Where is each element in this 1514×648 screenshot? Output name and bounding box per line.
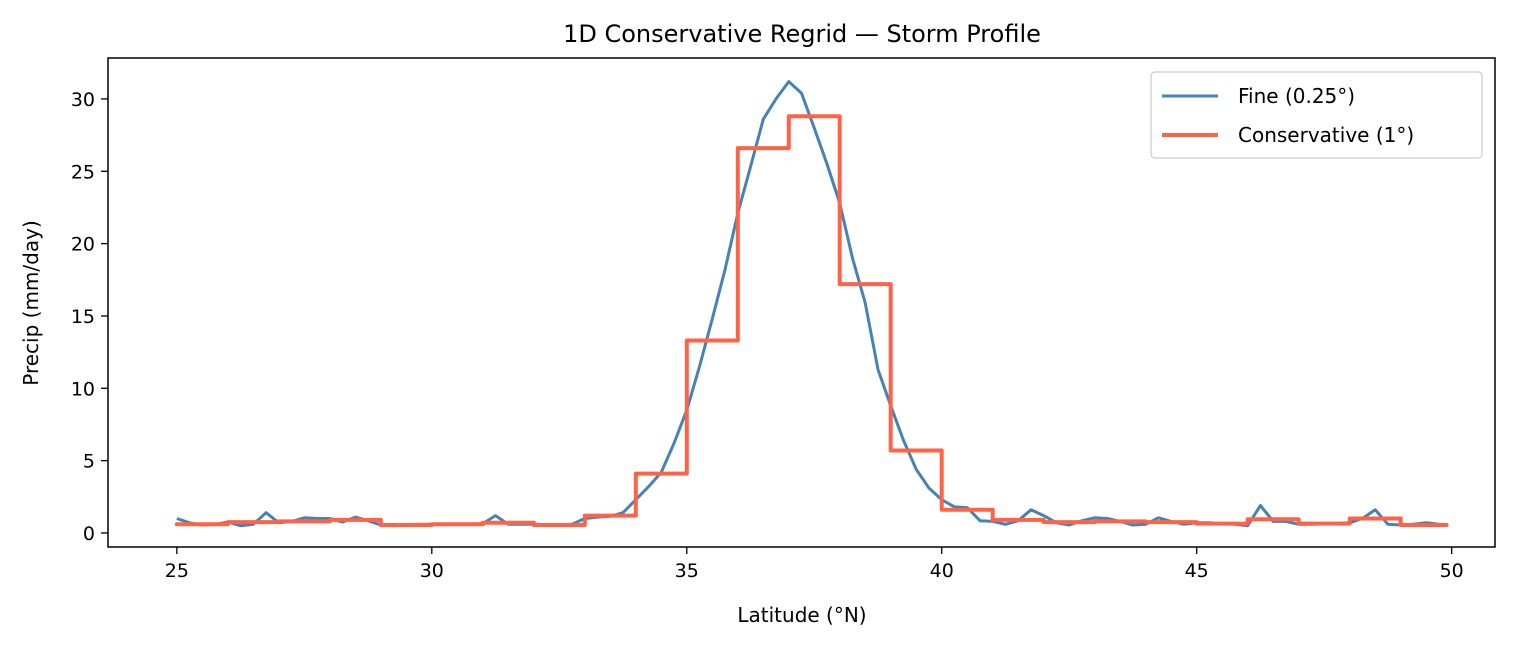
x-tick-label: 40	[930, 560, 954, 582]
plot-area	[174, 80, 1449, 528]
legend-box	[1150, 71, 1483, 159]
y-axis-label: Precip (mm/day)	[19, 220, 43, 386]
legend: Fine (0.25°) Conservative (1°)	[1150, 71, 1483, 159]
x-tick-label: 35	[675, 560, 699, 582]
legend-label-conservative: Conservative (1°)	[1238, 123, 1414, 147]
y-axis: 0 5 10 15 20 25 30	[71, 89, 108, 545]
x-tick-label: 50	[1440, 560, 1464, 582]
y-tick-label: 25	[71, 161, 95, 183]
y-tick-label: 15	[71, 306, 95, 328]
x-axis: 25 30 35 40 45 50	[165, 547, 1464, 582]
y-tick-label: 10	[71, 378, 95, 400]
y-tick-label: 20	[71, 234, 95, 256]
series-conservative-step	[174, 114, 1449, 527]
x-axis-label: Latitude (°N)	[737, 603, 866, 627]
x-tick-label: 45	[1185, 560, 1209, 582]
y-tick-label: 0	[83, 523, 95, 545]
y-tick-label: 5	[83, 451, 95, 473]
axes-frame	[107, 57, 1496, 548]
chart-title: 1D Conservative Regrid — Storm Profile	[563, 20, 1041, 48]
x-tick-label: 30	[420, 560, 444, 582]
y-tick-label: 30	[71, 89, 95, 111]
x-tick-label: 25	[165, 560, 189, 582]
legend-label-fine: Fine (0.25°)	[1238, 84, 1355, 108]
